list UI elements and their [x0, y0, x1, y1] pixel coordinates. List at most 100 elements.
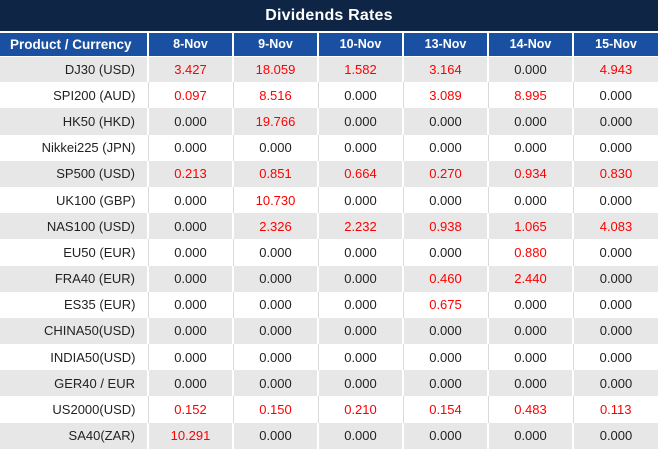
- rate-cell: 2.326: [233, 213, 319, 240]
- rate-cell: 0.000: [148, 370, 234, 397]
- rate-cell: 0.000: [403, 186, 489, 214]
- product-cell: SA40(ZAR): [0, 422, 149, 449]
- rate-cell: 0.000: [573, 108, 658, 135]
- rate-cell: 0.000: [488, 186, 574, 214]
- rate-cell: 0.000: [318, 82, 404, 109]
- product-cell: SPI200 (AUD): [0, 82, 149, 109]
- rate-cell: 0.000: [148, 317, 234, 345]
- product-cell: EU50 (EUR): [0, 239, 149, 266]
- rate-cell: 0.830: [573, 160, 658, 187]
- product-cell: DJ30 (USD): [0, 56, 149, 83]
- rate-cell: 0.675: [403, 291, 489, 318]
- rate-cell: 0.483: [488, 396, 574, 423]
- product-cell: FRA40 (EUR): [0, 265, 149, 292]
- table-row: Nikkei225 (JPN) 0.000 0.000 0.000 0.000 0.000…: [0, 134, 658, 161]
- rate-cell: 0.000: [488, 291, 574, 318]
- rate-cell: 0.000: [318, 186, 404, 214]
- rate-cell: 0.934: [488, 160, 574, 187]
- table-title: Dividends Rates: [265, 6, 393, 24]
- table-row: SP500 (USD) 0.213 0.851 0.664 0.270 0.934 0.83…: [0, 160, 658, 187]
- table-row: INDIA50(USD) 0.000 0.000 0.000 0.000 0.000 0.0…: [0, 344, 658, 371]
- rate-cell: 0.000: [318, 265, 404, 292]
- rate-cell: 3.164: [403, 56, 489, 83]
- product-cell: SP500 (USD): [0, 160, 149, 187]
- rate-cell: 0.000: [573, 134, 658, 161]
- rate-cell: 0.000: [573, 422, 658, 449]
- rate-cell: 19.766: [233, 108, 319, 135]
- rate-cell: 0.000: [403, 108, 489, 135]
- rate-cell: 0.000: [318, 422, 404, 449]
- rate-cell: 0.000: [403, 134, 489, 161]
- rate-cell: 0.000: [148, 108, 234, 135]
- rate-cell: 0.000: [573, 239, 658, 266]
- rate-cell: 0.000: [488, 422, 574, 449]
- rate-cell: 0.270: [403, 160, 489, 187]
- rate-cell: 0.000: [573, 370, 658, 397]
- date-column-header: 8-Nov: [148, 33, 234, 57]
- rate-cell: 0.000: [573, 344, 658, 371]
- rate-cell: 18.059: [233, 56, 319, 83]
- table-row: SPI200 (AUD) 0.097 8.516 0.000 3.089 8.995 0.0…: [0, 82, 658, 109]
- rate-cell: 0.664: [318, 160, 404, 187]
- table-row: HK50 (HKD) 0.000 19.766 0.000 0.000 0.000 0.00…: [0, 108, 658, 135]
- rate-cell: 0.150: [233, 396, 319, 423]
- rate-cell: 0.000: [148, 239, 234, 266]
- rate-cell: 0.000: [573, 317, 658, 345]
- rate-cell: 8.995: [488, 82, 574, 109]
- table-row: GER40 / EUR 0.000 0.000 0.000 0.000 0.000 0.00…: [0, 370, 658, 397]
- rate-cell: 0.851: [233, 160, 319, 187]
- table-row: US2000(USD) 0.152 0.150 0.210 0.154 0.483 0.11…: [0, 396, 658, 423]
- rate-cell: 0.000: [233, 265, 319, 292]
- table-row: SA40(ZAR) 10.291 0.000 0.000 0.000 0.000 0.000: [0, 422, 658, 449]
- rate-cell: 0.000: [318, 291, 404, 318]
- rate-cell: 0.000: [148, 186, 234, 214]
- date-column-header: 13-Nov: [403, 33, 489, 57]
- rate-cell: 3.089: [403, 82, 489, 109]
- table-row: EU50 (EUR) 0.000 0.000 0.000 0.000 0.880 0.000: [0, 239, 658, 266]
- rate-cell: 0.000: [573, 186, 658, 214]
- date-column-header: 9-Nov: [233, 33, 319, 57]
- rate-cell: 10.291: [148, 422, 234, 449]
- rate-cell: 4.083: [573, 213, 658, 240]
- table-row: DJ30 (USD) 3.427 18.059 1.582 3.164 0.000 4.94…: [0, 56, 658, 83]
- product-cell: CHINA50(USD): [0, 317, 149, 345]
- rate-cell: 0.880: [488, 239, 574, 266]
- rate-cell: 0.000: [148, 291, 234, 318]
- rate-cell: 0.000: [573, 265, 658, 292]
- rate-cell: 0.000: [318, 370, 404, 397]
- rate-cell: 0.000: [233, 370, 319, 397]
- rate-cell: 0.000: [403, 239, 489, 266]
- rate-cell: 0.000: [488, 134, 574, 161]
- table-body: DJ30 (USD) 3.427 18.059 1.582 3.164 0.000 4.94…: [0, 56, 658, 449]
- rate-cell: 2.232: [318, 213, 404, 240]
- product-cell: UK100 (GBP): [0, 186, 149, 214]
- product-cell: ES35 (EUR): [0, 291, 149, 318]
- rate-cell: 0.213: [148, 160, 234, 187]
- product-cell: GER40 / EUR: [0, 370, 149, 397]
- rate-cell: 0.000: [573, 82, 658, 109]
- product-cell: US2000(USD): [0, 396, 149, 423]
- rate-cell: 2.440: [488, 265, 574, 292]
- rate-cell: 0.000: [318, 344, 404, 371]
- rate-cell: 4.943: [573, 56, 658, 83]
- rate-cell: 0.154: [403, 396, 489, 423]
- rate-cell: 0.000: [403, 344, 489, 371]
- date-column-header: 15-Nov: [573, 33, 658, 57]
- product-cell: HK50 (HKD): [0, 108, 149, 135]
- rate-cell: 0.000: [488, 108, 574, 135]
- rate-cell: 0.000: [148, 344, 234, 371]
- rate-cell: 0.210: [318, 396, 404, 423]
- rate-cell: 3.427: [148, 56, 234, 83]
- rate-cell: 0.000: [318, 134, 404, 161]
- rate-cell: 0.460: [403, 265, 489, 292]
- rate-cell: 0.000: [488, 317, 574, 345]
- rate-cell: 0.000: [488, 370, 574, 397]
- rate-cell: 0.000: [233, 239, 319, 266]
- rate-cell: 0.000: [488, 56, 574, 83]
- rate-cell: 0.000: [318, 317, 404, 345]
- rate-cell: 0.097: [148, 82, 234, 109]
- table-row: NAS100 (USD) 0.000 2.326 2.232 0.938 1.065 4.0…: [0, 213, 658, 240]
- product-cell: NAS100 (USD): [0, 213, 149, 240]
- table-row: CHINA50(USD) 0.000 0.000 0.000 0.000 0.000 0.0…: [0, 317, 658, 345]
- rate-cell: 0.000: [148, 265, 234, 292]
